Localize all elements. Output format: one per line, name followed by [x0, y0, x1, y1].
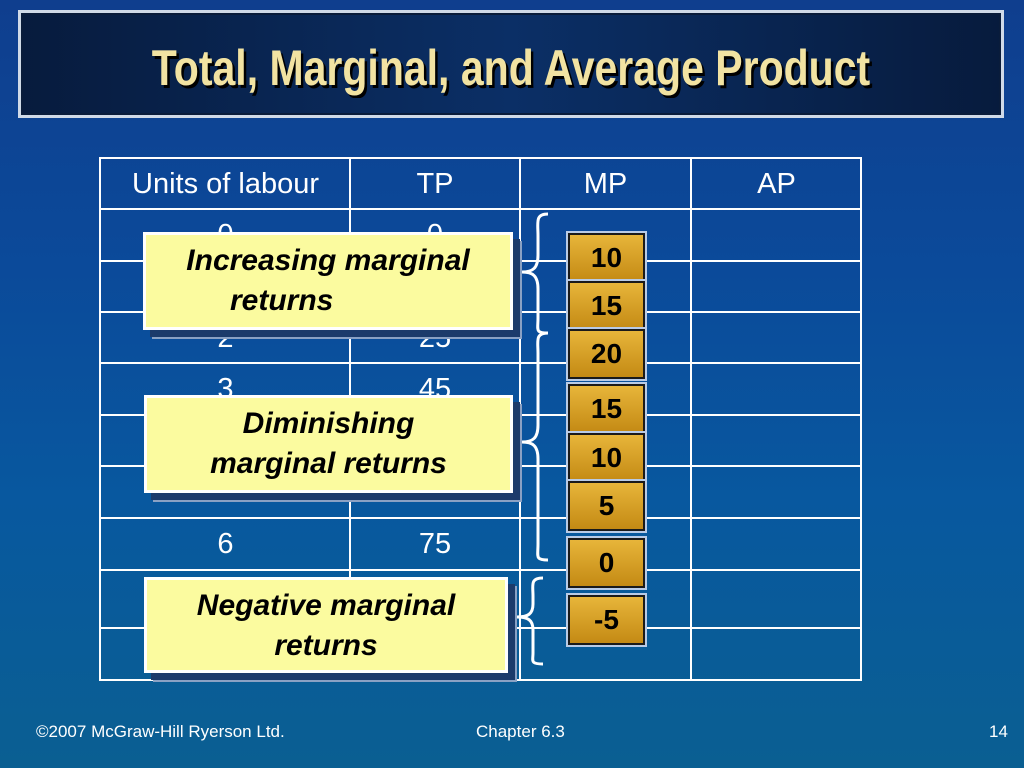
table-row-divider	[101, 362, 860, 364]
table-row-divider	[101, 208, 860, 210]
mp-value-box: 0	[568, 538, 645, 588]
table-header-cell: Units of labour	[132, 168, 319, 200]
table-row-divider	[101, 569, 860, 571]
copyright-text: ©2007 McGraw-Hill Ryerson Ltd.	[36, 722, 285, 741]
mp-value-box: 10	[568, 233, 645, 283]
mp-value-box: 10	[568, 433, 645, 483]
callout-negative-line1: Negative marginal	[196, 589, 456, 622]
callout-negative-returns: Negative marginal returns	[144, 577, 508, 673]
title-box: Total, Marginal, and Average Product	[18, 10, 1004, 118]
callout-negative-line2: returns	[274, 629, 378, 662]
table-column-divider	[519, 159, 521, 679]
slide-title: Total, Marginal, and Average Product	[151, 40, 871, 96]
table-header-cell: TP	[416, 168, 454, 200]
mp-value-box: 15	[568, 384, 645, 434]
brace-diminishing	[521, 331, 549, 562]
callout-increasing-line1: Increasing marginal	[186, 244, 470, 277]
table-cell-tp: 75	[418, 528, 452, 560]
page-number: 14	[989, 722, 1008, 741]
callout-diminishing-line1: Diminishing	[242, 407, 415, 440]
brace-increasing	[521, 212, 549, 335]
table-cell-labour: 6	[217, 528, 234, 560]
mp-value-box: -5	[568, 595, 645, 645]
callout-increasing-returns: Increasing marginal returns	[143, 232, 513, 330]
callout-diminishing-line2: marginal returns	[210, 447, 447, 480]
table-header-cell: AP	[757, 168, 796, 200]
callout-diminishing-returns: Diminishing marginal returns	[144, 395, 513, 493]
chapter-label: Chapter 6.3	[476, 722, 565, 741]
mp-value-box: 5	[568, 481, 645, 531]
table-row-divider	[101, 517, 860, 519]
mp-value-box: 20	[568, 329, 645, 379]
brace-negative	[516, 576, 544, 666]
table-header-cell: MP	[583, 168, 628, 200]
table-column-divider	[690, 159, 692, 679]
mp-value-box: 15	[568, 281, 645, 331]
callout-increasing-line2: returns	[230, 284, 334, 317]
